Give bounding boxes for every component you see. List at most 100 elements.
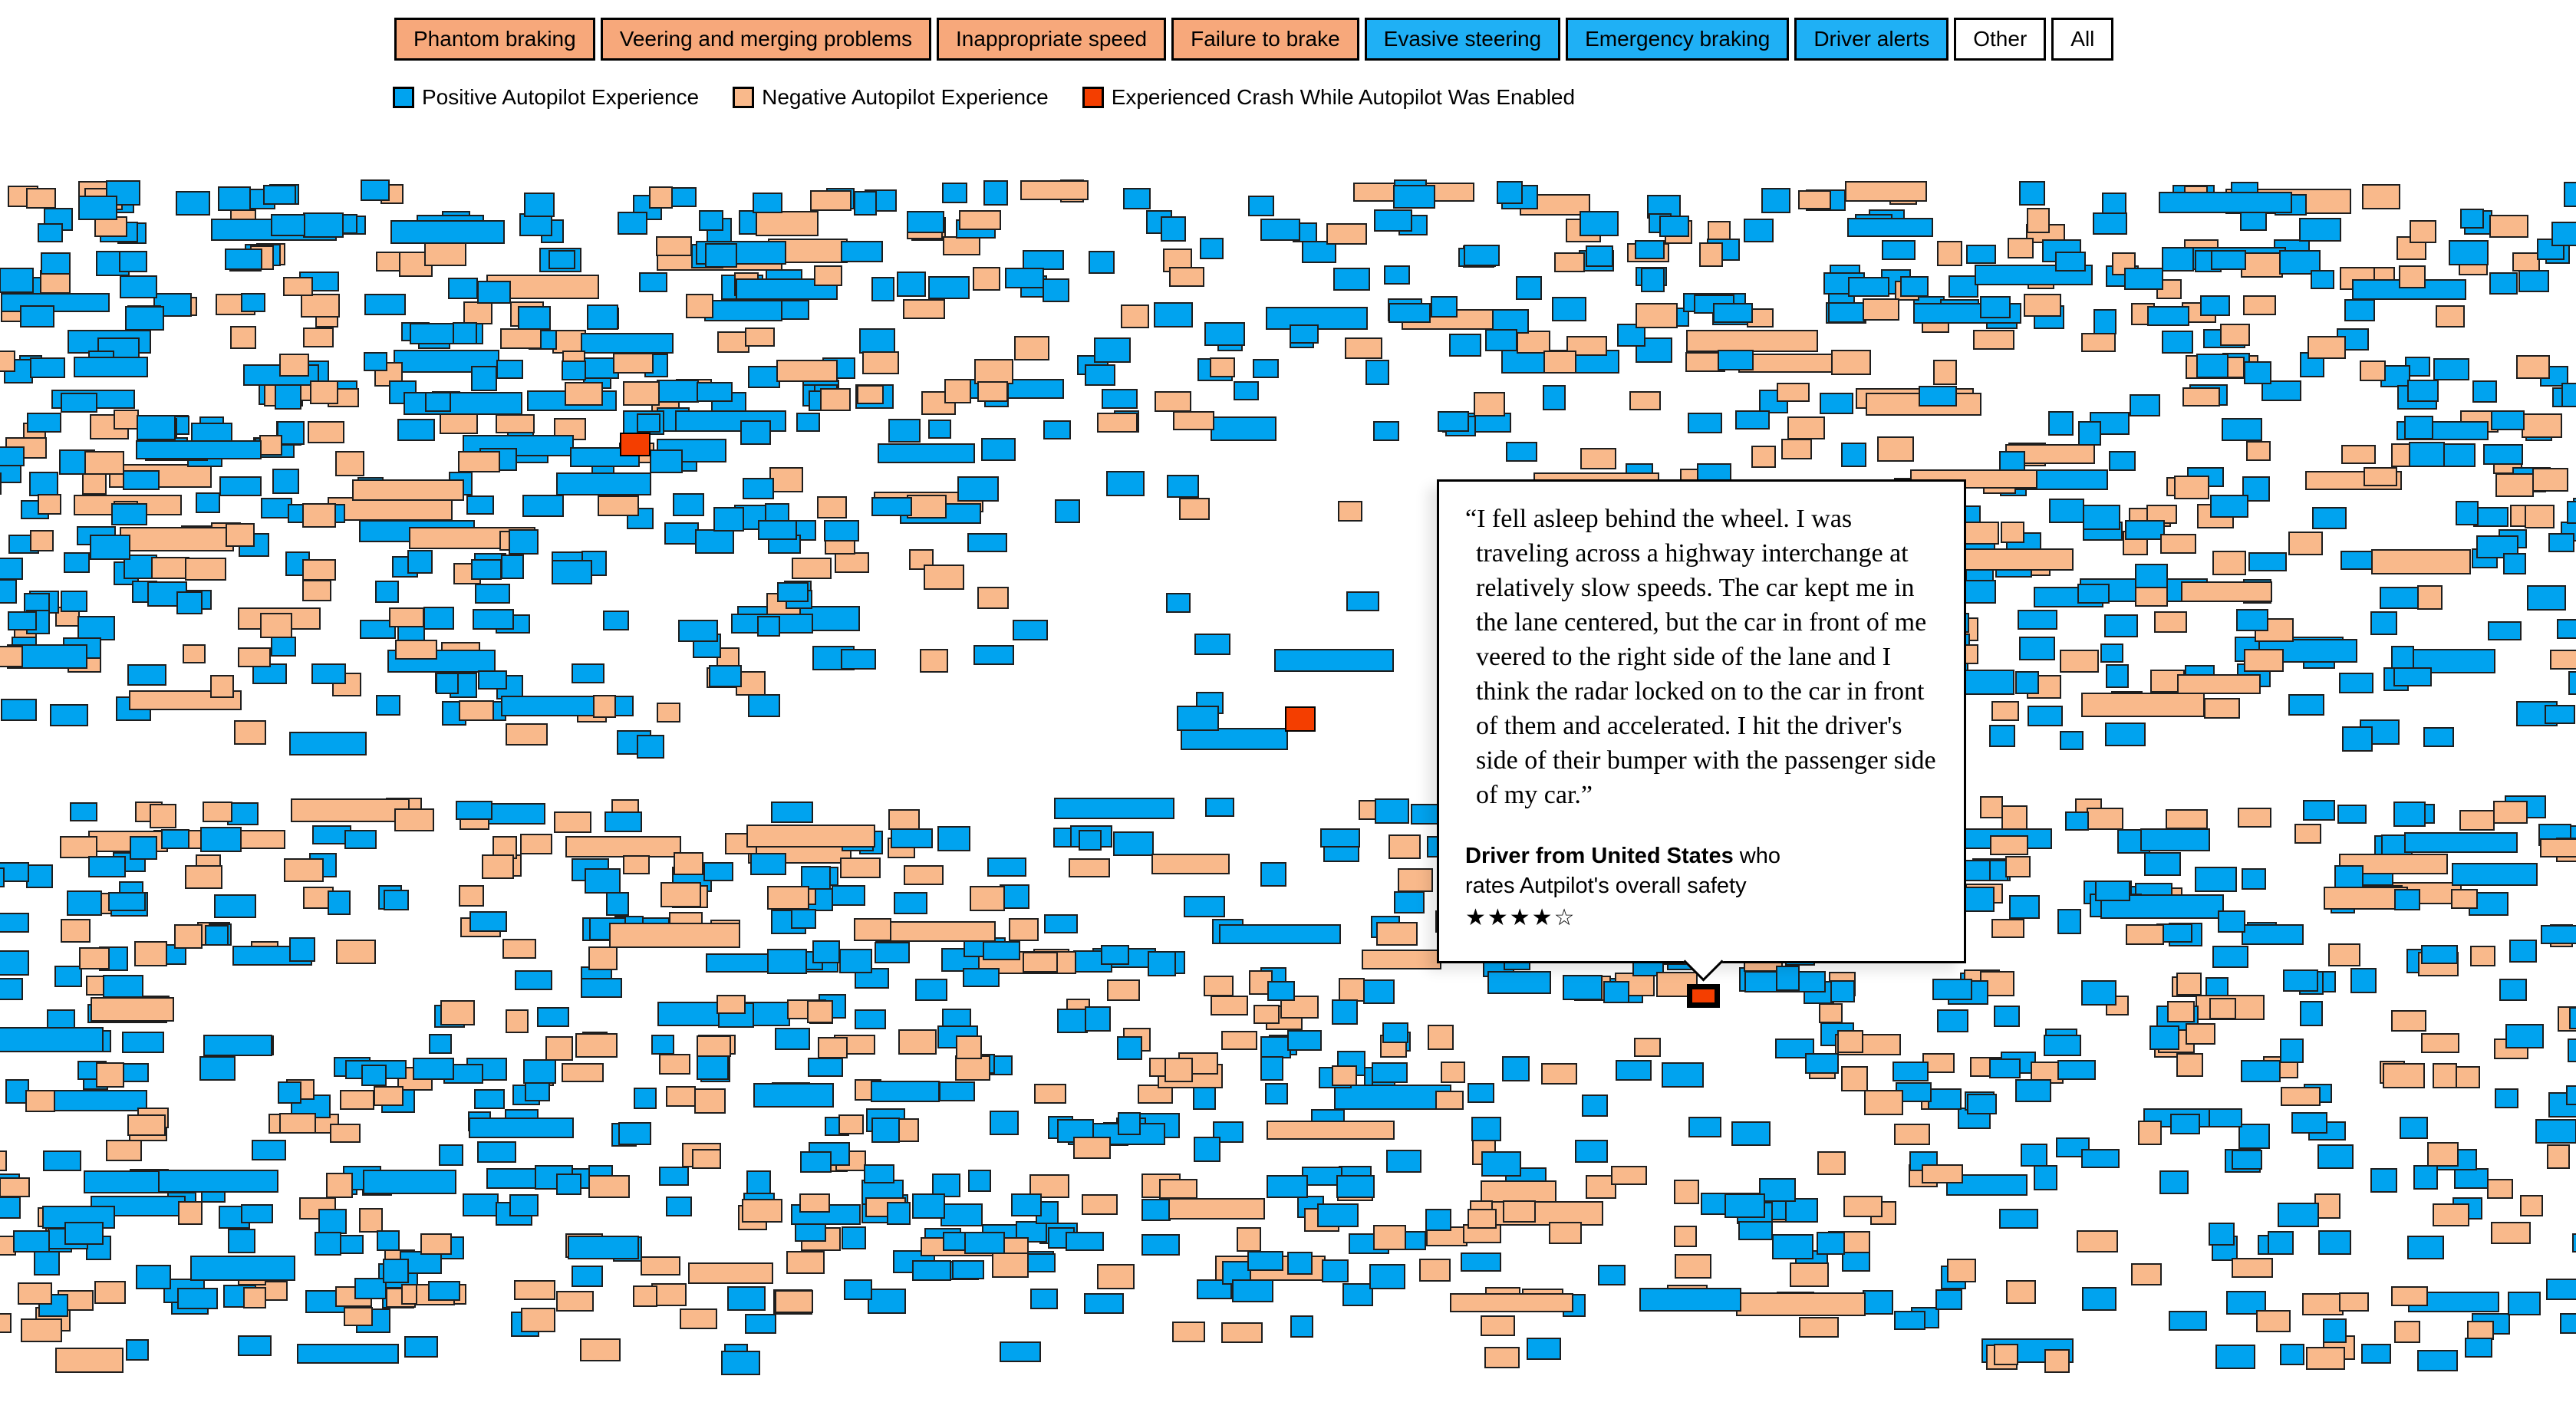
review-rect[interactable] [2093, 212, 2127, 235]
review-rect[interactable] [354, 1278, 387, 1299]
review-rect[interactable] [1374, 209, 1412, 232]
review-rect[interactable] [1817, 1151, 1846, 1175]
review-rect[interactable] [1900, 276, 1929, 297]
review-rect[interactable] [1662, 1062, 1704, 1088]
review-rect[interactable] [94, 1281, 126, 1304]
review-rect[interactable] [1946, 1174, 2028, 1196]
review-rect[interactable] [318, 1209, 347, 1234]
review-rect[interactable] [2238, 808, 2271, 828]
review-rect[interactable] [957, 476, 999, 502]
review-rect[interactable] [572, 663, 604, 683]
review-rect[interactable] [2557, 619, 2576, 639]
review-rect[interactable] [598, 495, 639, 516]
review-rect[interactable] [1113, 831, 1154, 856]
review-rect[interactable] [2106, 664, 2129, 688]
review-rect[interactable] [1014, 336, 1049, 360]
review-rect[interactable] [1805, 1053, 1839, 1074]
review-rect[interactable] [1543, 385, 1566, 410]
review-rect[interactable] [64, 1222, 104, 1245]
review-rect[interactable] [103, 975, 143, 998]
review-rect[interactable] [2342, 726, 2373, 752]
review-rect[interactable] [1118, 1112, 1141, 1135]
review-rect[interactable] [0, 446, 25, 466]
review-rect[interactable] [1369, 1264, 1405, 1289]
review-rect[interactable] [474, 1089, 505, 1109]
review-rect[interactable] [1549, 1222, 1582, 1244]
review-rect[interactable] [924, 565, 964, 590]
review-rect[interactable] [501, 555, 524, 579]
review-rect[interactable] [2241, 1060, 2281, 1082]
review-rect[interactable] [2427, 1142, 2459, 1167]
review-rect[interactable] [1990, 835, 2028, 855]
review-rect[interactable] [692, 1149, 721, 1169]
review-rect[interactable] [303, 328, 334, 347]
review-rect[interactable] [241, 293, 265, 312]
review-rect[interactable] [2215, 1345, 2255, 1369]
review-rect[interactable] [2560, 1313, 2576, 1334]
review-rect[interactable] [2303, 800, 2335, 821]
review-rect[interactable] [2417, 585, 2443, 610]
review-rect[interactable] [30, 530, 54, 551]
review-rect[interactable] [2238, 1124, 2270, 1149]
review-rect[interactable] [864, 1164, 894, 1183]
review-rect[interactable] [603, 611, 629, 630]
review-rect[interactable] [1345, 337, 1382, 359]
review-rect[interactable] [1267, 981, 1295, 1001]
review-rect[interactable] [1937, 1009, 1968, 1032]
review-rect[interactable] [2547, 1144, 2570, 1169]
review-rect[interactable] [1332, 999, 1358, 1025]
review-rect[interactable] [1221, 1031, 1257, 1050]
review-rect[interactable] [389, 607, 424, 627]
review-rect[interactable] [2508, 1292, 2541, 1315]
review-rect[interactable] [753, 193, 782, 213]
review-rect[interactable] [2162, 331, 2193, 354]
review-rect[interactable] [656, 236, 692, 256]
review-rect[interactable] [748, 366, 780, 388]
review-rect[interactable] [562, 360, 586, 380]
review-rect[interactable] [303, 212, 344, 238]
review-rect[interactable] [1394, 891, 1425, 913]
review-rect[interactable] [959, 210, 1001, 230]
review-rect[interactable] [1204, 322, 1245, 346]
review-rect[interactable] [2125, 520, 2165, 540]
review-rect[interactable] [832, 885, 865, 906]
review-rect[interactable] [664, 522, 699, 545]
review-rect[interactable] [753, 1083, 834, 1108]
review-rect[interactable] [2516, 355, 2550, 379]
filter-other[interactable]: Other [1954, 18, 2047, 61]
review-rect[interactable] [1820, 393, 1853, 414]
review-rect[interactable] [1322, 1259, 1349, 1282]
review-rect[interactable] [1616, 1060, 1652, 1081]
review-rect[interactable] [2451, 889, 2478, 909]
review-rect[interactable] [556, 472, 651, 495]
review-rect[interactable] [1845, 181, 1927, 202]
review-rect[interactable] [1790, 1262, 1829, 1287]
review-rect[interactable] [841, 241, 883, 262]
review-rect[interactable] [44, 1090, 147, 1111]
review-rect[interactable] [302, 503, 336, 528]
review-rect[interactable] [2499, 979, 2527, 1001]
review-rect[interactable] [2393, 667, 2432, 686]
review-rect[interactable] [328, 890, 351, 915]
review-rect[interactable] [1290, 324, 1319, 344]
review-rect[interactable] [705, 243, 737, 268]
review-rect[interactable] [680, 1308, 717, 1329]
review-rect[interactable] [2324, 887, 2408, 910]
review-rect[interactable] [659, 1167, 689, 1186]
selected-crash-rect[interactable] [1687, 984, 1720, 1008]
review-rect[interactable] [2210, 495, 2248, 518]
review-rect[interactable] [1154, 302, 1193, 328]
review-rect[interactable] [2568, 671, 2576, 695]
review-rect[interactable] [428, 1281, 460, 1301]
review-rect[interactable] [2109, 451, 2136, 471]
filter-failure-to-brake[interactable]: Failure to brake [1171, 18, 1359, 61]
review-rect[interactable] [1736, 1292, 1866, 1316]
review-rect[interactable] [466, 495, 494, 515]
review-rect[interactable] [2454, 1168, 2489, 1189]
review-rect[interactable] [27, 413, 61, 433]
review-rect[interactable] [2126, 924, 2164, 945]
review-rect[interactable] [2433, 358, 2469, 380]
review-rect[interactable] [524, 193, 555, 217]
review-rect[interactable] [912, 1260, 951, 1281]
review-rect[interactable] [593, 695, 616, 718]
